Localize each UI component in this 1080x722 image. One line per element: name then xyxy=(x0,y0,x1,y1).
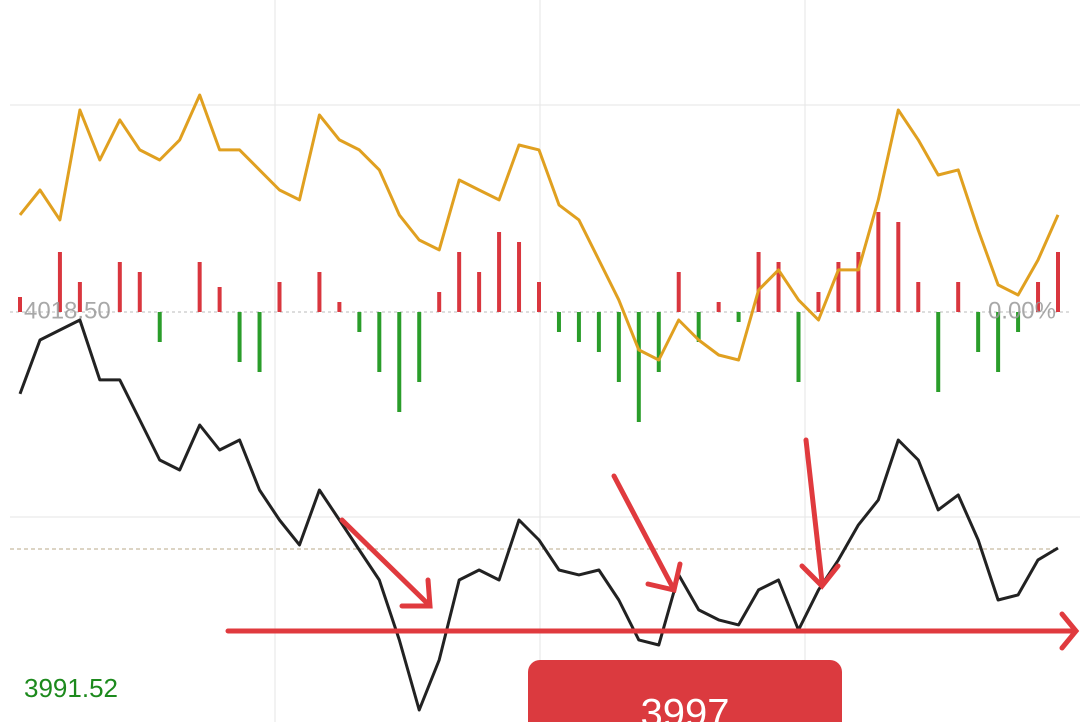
bar xyxy=(936,312,941,392)
bar xyxy=(736,312,741,322)
bar xyxy=(596,312,601,352)
bar xyxy=(117,262,122,312)
bar xyxy=(157,312,162,342)
bar xyxy=(337,302,342,312)
grid xyxy=(10,0,1080,722)
bar xyxy=(916,282,921,312)
bar xyxy=(576,312,581,342)
bar xyxy=(217,287,222,312)
bar xyxy=(776,262,781,312)
bar xyxy=(137,272,142,312)
bar xyxy=(896,222,901,312)
bar xyxy=(497,232,502,312)
bar xyxy=(616,312,621,382)
bar xyxy=(1016,312,1021,332)
price-line xyxy=(18,318,1059,712)
bar xyxy=(77,282,82,312)
bar xyxy=(996,312,1001,372)
arrow-head xyxy=(645,561,683,593)
bar xyxy=(197,262,202,312)
annotation-text: 3997 xyxy=(641,692,730,722)
bar xyxy=(956,282,961,312)
bar xyxy=(836,262,841,312)
bar xyxy=(816,292,821,312)
bar xyxy=(377,312,382,372)
bar xyxy=(477,272,482,312)
y-tick-label: 4018.50 xyxy=(24,297,111,324)
annotation-arrows xyxy=(225,437,1080,651)
bar xyxy=(517,242,522,312)
bar xyxy=(357,312,362,332)
arrow-head xyxy=(799,563,841,590)
bar xyxy=(976,312,981,352)
arrow xyxy=(339,517,431,607)
bar xyxy=(457,252,462,312)
arrow-head xyxy=(1059,611,1080,651)
bar xyxy=(277,282,282,312)
arrow-head xyxy=(399,577,433,609)
lines xyxy=(18,93,1060,712)
bar xyxy=(437,292,442,312)
y2-tick-label: 0.00% xyxy=(988,297,1056,324)
bar xyxy=(1036,282,1041,312)
bar xyxy=(696,312,701,342)
bar xyxy=(397,312,402,412)
bar xyxy=(876,212,881,312)
labels: 4018.50 3991.52 0.00% xyxy=(24,297,1056,702)
bar xyxy=(237,312,242,362)
arrow xyxy=(803,437,825,585)
bar xyxy=(417,312,422,382)
bar xyxy=(57,252,62,312)
bar xyxy=(756,252,761,312)
bar xyxy=(796,312,801,382)
price-box xyxy=(528,660,842,722)
bar xyxy=(1056,252,1060,312)
bar xyxy=(537,282,541,312)
bar xyxy=(856,252,861,312)
bar xyxy=(656,312,661,372)
bar xyxy=(716,302,721,312)
price-line xyxy=(18,93,1060,362)
bar xyxy=(317,272,322,312)
bar xyxy=(257,312,262,372)
bar xyxy=(636,312,641,422)
bars xyxy=(18,212,1060,422)
bar xyxy=(556,312,561,332)
y-tick-label: 3991.52 xyxy=(24,673,118,703)
bar xyxy=(676,272,681,312)
bar xyxy=(18,297,22,312)
arrow xyxy=(611,473,675,589)
